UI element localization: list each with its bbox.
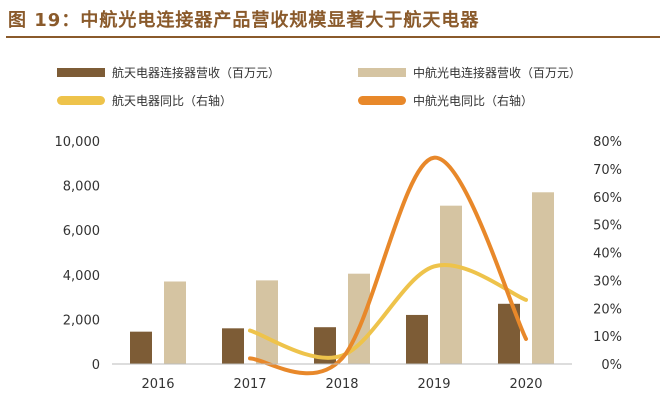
y-right-tick-80: 80%	[593, 135, 622, 150]
y-right-tick-50: 50%	[593, 219, 622, 234]
y-left-tick-8-000: 8,000	[63, 180, 100, 195]
y-left-tick-4-000: 4,000	[63, 269, 100, 284]
y-right-tick-30: 30%	[593, 274, 622, 289]
chart-title: 图 19：中航光电连接器产品营收规模显著大于航天电器	[8, 10, 480, 31]
x-tick-2016: 2016	[141, 377, 174, 392]
legend-swatch-3	[57, 96, 105, 105]
bar-s2-2017	[256, 280, 278, 364]
bar-s1-2017	[222, 328, 244, 364]
legend-label-1: 航天电器连接器营收（百万元）	[112, 65, 280, 80]
line-series-group	[248, 155, 528, 376]
bar-s1-2019	[406, 314, 428, 364]
y-right-tick-10: 10%	[593, 330, 622, 345]
x-tick-2019: 2019	[417, 377, 450, 392]
y-left-tick-6-000: 6,000	[63, 224, 100, 239]
line-series-2	[248, 155, 528, 376]
bar-s1-2020	[498, 303, 520, 364]
bar-s1-2016	[130, 331, 152, 364]
y-axis-right: 0% 10% 20% 30% 40% 50% 60% 70% 80%	[593, 135, 622, 373]
legend-label-3: 航天电器同比（右轴）	[112, 93, 232, 108]
bar-s1-2018	[314, 327, 336, 364]
y-right-tick-20: 20%	[593, 302, 622, 317]
bar-s2-2020	[532, 192, 554, 364]
legend-swatch-4	[358, 96, 406, 105]
line-series-1	[248, 263, 528, 360]
y-right-tick-60: 60%	[593, 191, 622, 206]
legend-swatch-1	[57, 68, 105, 77]
y-right-tick-40: 40%	[593, 247, 622, 262]
y-left-tick-10-000: 10,000	[55, 135, 101, 150]
bar-s2-2016	[164, 281, 186, 364]
legend-swatch-2	[358, 68, 406, 77]
legend-label-2: 中航光电连接器营收（百万元）	[413, 65, 581, 80]
bar-s2-2019	[440, 205, 462, 364]
y-left-tick-0: 0	[92, 358, 100, 373]
y-right-tick-70: 70%	[593, 163, 622, 178]
y-right-tick-0: 0%	[601, 358, 622, 373]
title-underline	[6, 36, 660, 38]
legend: 航天电器连接器营收（百万元） 中航光电连接器营收（百万元） 航天电器同比（右轴） 中航…	[57, 65, 581, 108]
x-tick-2018: 2018	[325, 377, 358, 392]
bar-series-group	[130, 192, 554, 364]
x-tick-2017: 2017	[233, 377, 266, 392]
legend-label-4: 中航光电同比（右轴）	[413, 93, 533, 108]
x-tick-2020: 2020	[509, 377, 542, 392]
x-axis: 2016 2017 2018 2019 2020	[112, 363, 572, 392]
y-axis-left: 0 2,000 4,000 6,000 8,000 10,000	[55, 135, 101, 373]
y-left-tick-2-000: 2,000	[63, 313, 100, 328]
